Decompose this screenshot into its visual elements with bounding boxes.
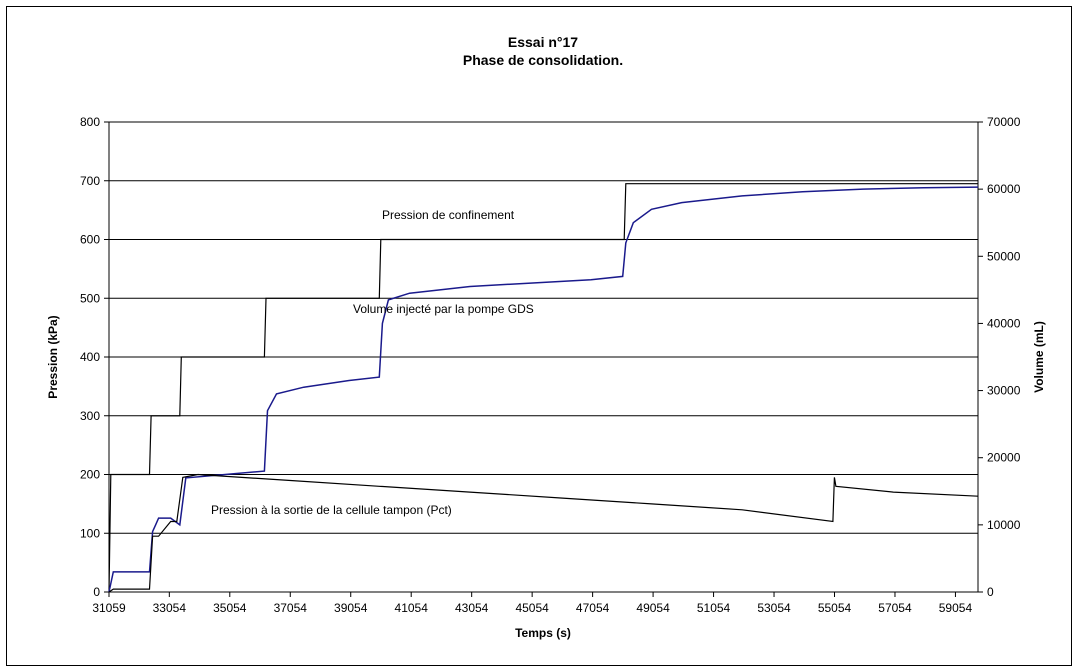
series-group [108, 183, 979, 593]
x-tick-label: 31059 [92, 601, 126, 615]
y-left-tick-label: 600 [80, 233, 100, 247]
y-right-tick-label: 60000 [987, 182, 1021, 196]
x-tick-label: 33054 [153, 601, 187, 615]
y-left-tick-label: 800 [80, 115, 100, 129]
x-tick-label: 51054 [697, 601, 731, 615]
y-right-tick-label: 40000 [987, 316, 1021, 330]
x-tick-label: 49054 [636, 601, 670, 615]
y-left-tick-label: 300 [80, 409, 100, 423]
series-line-1 [108, 186, 979, 593]
x-tick-label: 55054 [818, 601, 852, 615]
chart-frame: 0 100 200 300 400 500 600 700 800 0 10000 20000 3000… [6, 6, 1072, 666]
series-line-0 [108, 183, 978, 593]
axes [104, 121, 983, 597]
y-left-tick-label: 100 [80, 526, 100, 540]
x-tick-label: 41054 [395, 601, 429, 615]
y-left-tick-label: 0 [93, 585, 100, 599]
x-tick-label: 47054 [576, 601, 610, 615]
x-tick-label: 39054 [334, 601, 368, 615]
y-right-tick-label: 0 [987, 585, 994, 599]
x-tick-label: 37054 [274, 601, 308, 615]
y-left-tick-label: 200 [80, 468, 100, 482]
y-left-tick-label: 500 [80, 291, 100, 305]
series-line-2 [108, 473, 979, 593]
chart-svg: 0 100 200 300 400 500 600 700 800 0 10000 20000 3000… [46, 34, 1046, 640]
annotation-confinement: Pression de confinement [382, 208, 515, 222]
x-tick-label: 57054 [878, 601, 912, 615]
y-axis-left-title: Pression (kPa) [46, 315, 60, 398]
x-tick-label: 43054 [455, 601, 489, 615]
x-axis-title: Temps (s) [515, 626, 571, 640]
y-right-tick-label: 70000 [987, 115, 1021, 129]
y-right-tick-label: 30000 [987, 384, 1021, 398]
y-left-tick-label: 400 [80, 350, 100, 364]
annotation-pct: Pression à la sortie de la cellule tampo… [211, 503, 452, 517]
chart-title: Essai n°17 [508, 34, 578, 50]
x-tick-label: 53054 [757, 601, 791, 615]
x-tick-label: 35054 [213, 601, 247, 615]
y-left-tick-label: 700 [80, 174, 100, 188]
chart-subtitle: Phase de consolidation. [463, 52, 623, 68]
y-axis-right-title: Volume (mL) [1032, 321, 1046, 393]
y-right-tick-label: 10000 [987, 518, 1021, 532]
y-right-tick-label: 20000 [987, 451, 1021, 465]
annotation-volume: Volume injecté par la pompe GDS [353, 302, 534, 316]
y-right-tick-label: 50000 [987, 249, 1021, 263]
tick-labels: 0 100 200 300 400 500 600 700 800 0 10000 20000 3000… [80, 115, 1021, 615]
x-tick-label: 45054 [515, 601, 549, 615]
x-tick-label: 59054 [939, 601, 973, 615]
